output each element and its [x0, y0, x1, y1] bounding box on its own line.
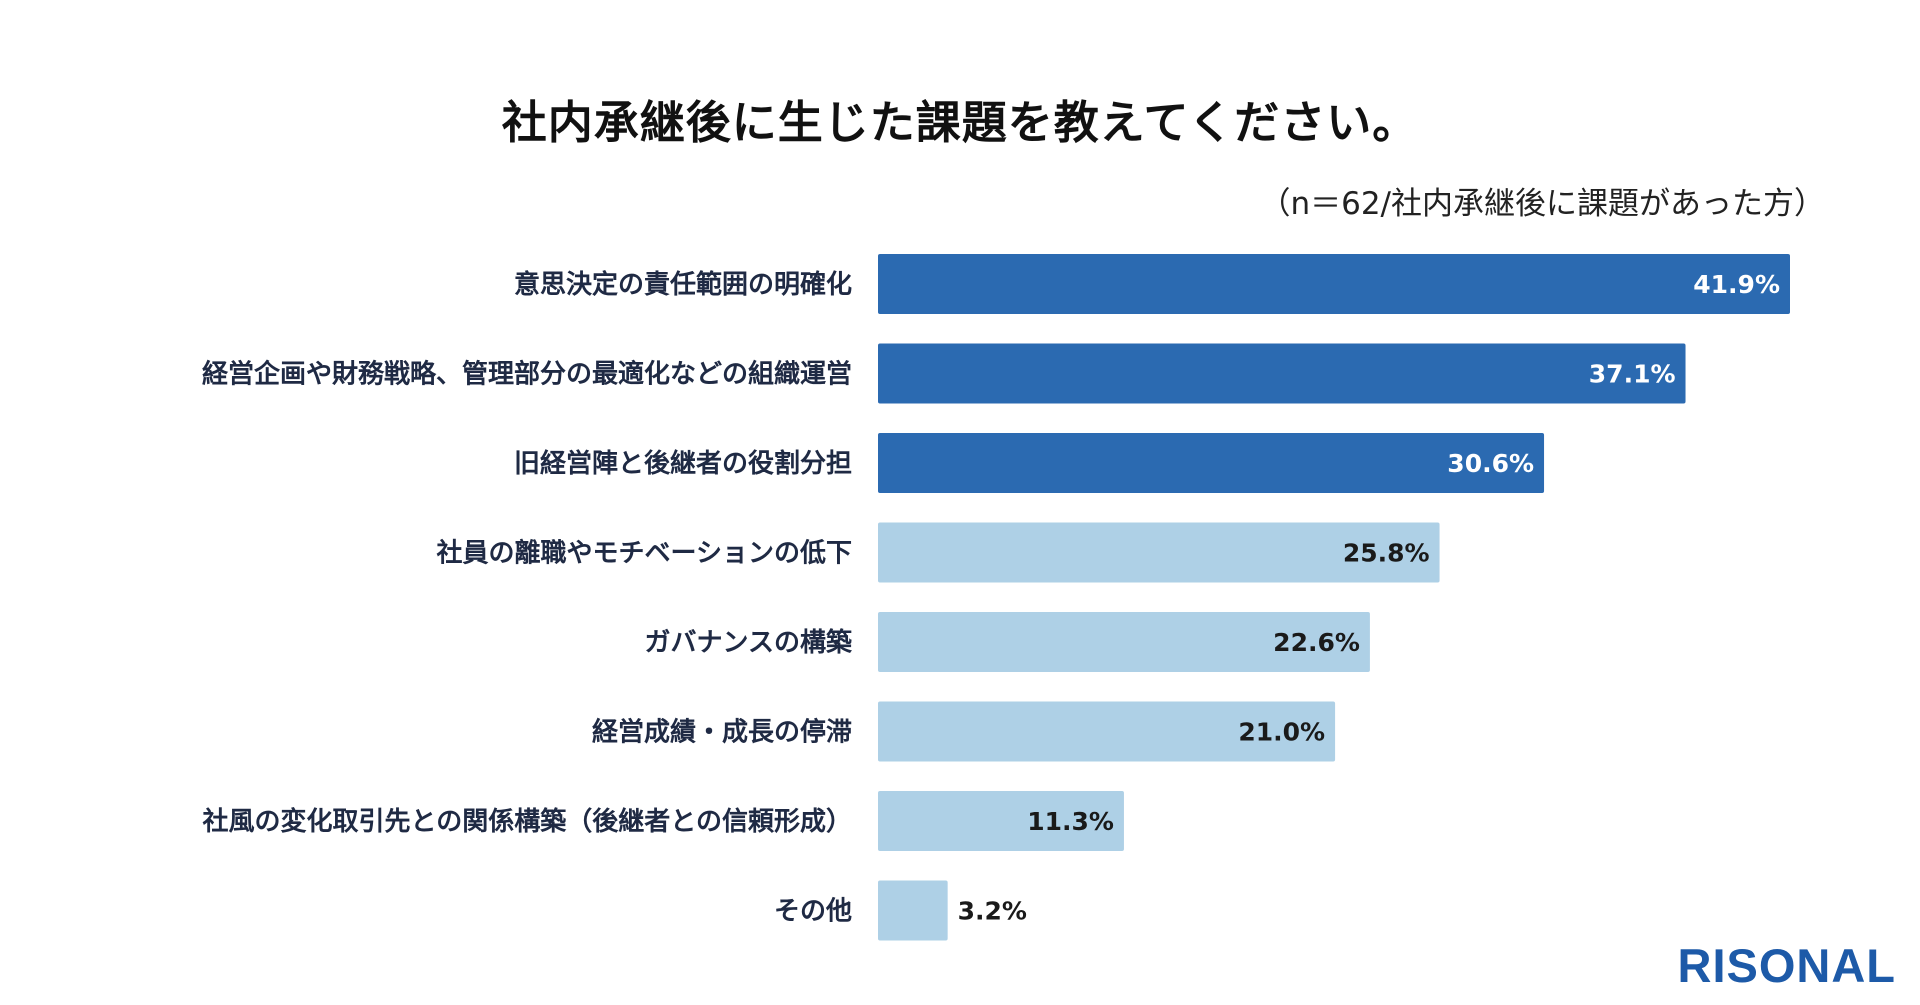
chart-subtitle: （n＝62/社内承継後に課題があった方） — [1259, 186, 1825, 222]
value-label: 25.8% — [1343, 539, 1430, 568]
category-label: その他 — [774, 897, 852, 927]
bar — [878, 433, 1545, 493]
bar — [878, 343, 1686, 404]
category-label: 経営成績・成長の停滞 — [592, 717, 852, 748]
bar — [878, 254, 1790, 314]
bar-group: 意思決定の責任範囲の明確化 41.9% — [514, 254, 1790, 314]
bar-group: 社風の変化取引先との関係構築（後継者との信頼形成） 11.3% — [203, 791, 1124, 851]
category-label: 社員の離職やモチベーションの低下 — [437, 538, 852, 569]
bar-group: ガバナンスの構築 22.6% — [645, 612, 1370, 672]
value-label: 41.9% — [1693, 270, 1780, 299]
value-label: 22.6% — [1273, 628, 1360, 657]
bar-group: 社員の離職やモチベーションの低下 25.8% — [437, 522, 1440, 583]
category-label: 社風の変化取引先との関係構築（後継者との信頼形成） — [203, 806, 852, 837]
bar — [878, 522, 1440, 583]
category-label: ガバナンスの構築 — [645, 627, 853, 658]
value-label: 37.1% — [1589, 360, 1676, 389]
bar — [878, 612, 1370, 672]
value-label: 3.2% — [958, 897, 1027, 926]
bar — [878, 791, 1124, 851]
chart-title: 社内承継後に生じた課題を教えてください。 — [501, 96, 1419, 149]
bar-group: 経営企画や財務戦略、管理部分の最適化などの組織運営 37.1% — [202, 343, 1686, 404]
bar-group: 経営成績・成長の停滞 21.0% — [592, 701, 1336, 762]
risonal-logo: RISONAL — [1677, 939, 1896, 992]
bar — [878, 880, 948, 941]
category-label: 経営企画や財務戦略、管理部分の最適化などの組織運営 — [202, 359, 852, 390]
category-label: 旧経営陣と後継者の役割分担 — [514, 448, 852, 479]
value-label: 30.6% — [1447, 449, 1534, 478]
value-label: 11.3% — [1027, 807, 1114, 836]
bar-group: その他 3.2% — [774, 880, 1027, 941]
bar-group: 旧経営陣と後継者の役割分担 30.6% — [514, 433, 1545, 493]
value-label: 21.0% — [1238, 718, 1325, 747]
bar — [878, 701, 1336, 762]
category-label: 意思決定の責任範囲の明確化 — [514, 269, 852, 300]
